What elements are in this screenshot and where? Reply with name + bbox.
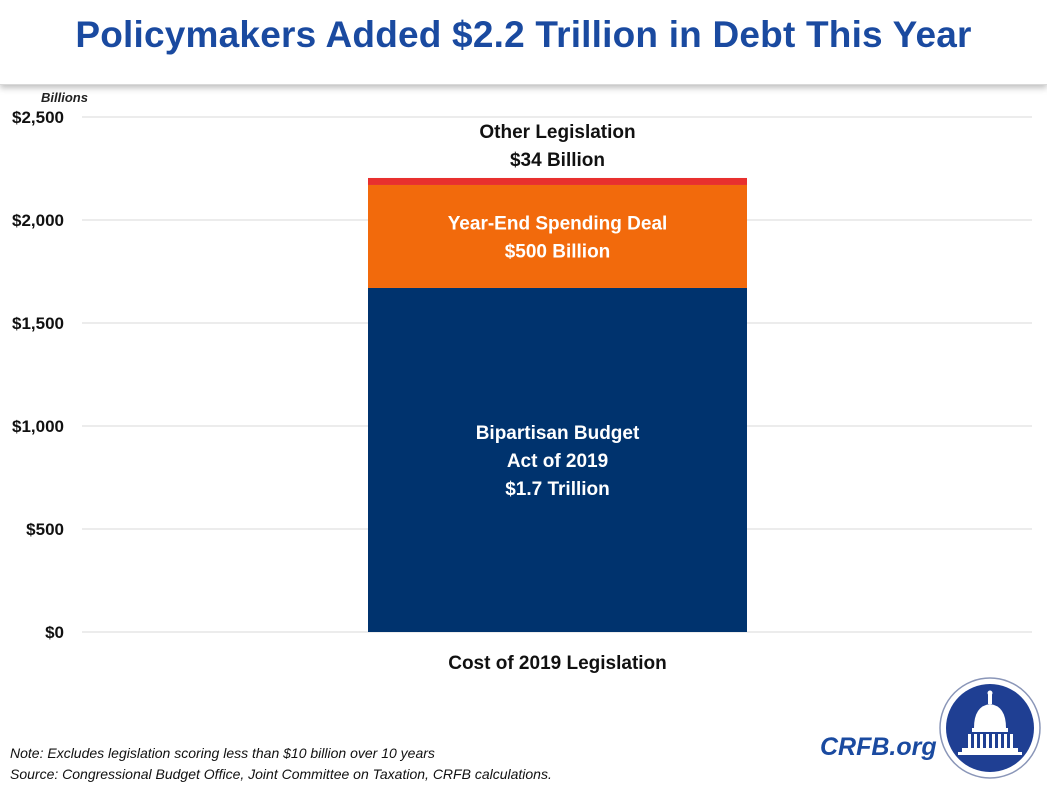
capitol-seal-icon xyxy=(939,677,1041,779)
y-tick-label: $0 xyxy=(45,623,64,642)
brand-link[interactable]: CRFB.org xyxy=(820,733,937,761)
segment-label: $1.7 Trillion xyxy=(505,479,610,500)
y-tick-label: $500 xyxy=(26,520,64,539)
x-axis-categories: Cost of 2019 Legislation xyxy=(448,653,667,674)
segment-label: Bipartisan Budget xyxy=(476,423,640,444)
segment-label: Other Legislation xyxy=(479,122,635,143)
y-tick-label: $2,000 xyxy=(12,211,64,230)
footnotes: Note: Excludes legislation scoring less … xyxy=(10,743,552,785)
bar-segment-0 xyxy=(368,287,747,632)
chart-title: Policymakers Added $2.2 Trillion in Debt… xyxy=(75,14,972,55)
segment-label: $34 Billion xyxy=(510,150,605,171)
stacked-bar-chart: $0 $500 $1,000 $1,500 $2,000 $2,500 Bipartisa… xyxy=(12,108,1032,674)
y-tick-label: $2,500 xyxy=(12,108,64,127)
note-text: Note: Excludes legislation scoring less … xyxy=(10,745,435,761)
segment-label: Act of 2019 xyxy=(507,451,608,472)
segment-label: $500 Billion xyxy=(505,241,611,262)
y-tick-label: $1,500 xyxy=(12,314,64,333)
segment-labels: Bipartisan Budget Act of 2019 $1.7 Trillio… xyxy=(448,122,668,500)
title-banner: Policymakers Added $2.2 Trillion in Debt… xyxy=(0,0,1047,85)
source-text: Source: Congressional Budget Office, Joi… xyxy=(10,766,552,782)
x-category-label: Cost of 2019 Legislation xyxy=(448,653,667,674)
bar-segment-1 xyxy=(368,184,747,288)
bar-segment-2 xyxy=(368,177,747,185)
y-tick-label: $1,000 xyxy=(12,417,64,436)
segment-label: Year-End Spending Deal xyxy=(448,213,668,234)
bars xyxy=(368,177,747,632)
y-axis-ticks: $0 $500 $1,000 $1,500 $2,000 $2,500 xyxy=(12,108,64,642)
y-unit-label: Billions xyxy=(41,90,88,105)
